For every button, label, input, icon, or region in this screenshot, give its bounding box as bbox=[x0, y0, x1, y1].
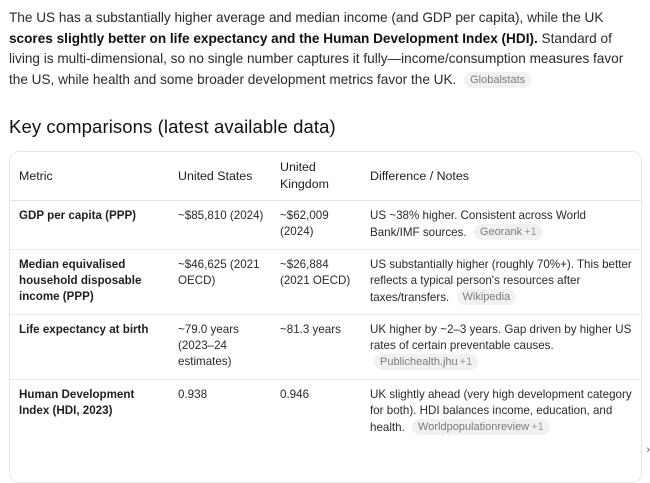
notes-text: UK slightly ahead (very high development… bbox=[370, 388, 632, 434]
source-chip-extra: +1 bbox=[531, 421, 544, 433]
us-cell: 0.938 bbox=[178, 388, 208, 401]
header-uk: United Kingdom bbox=[270, 152, 360, 201]
notes-text: US ~38% higher. Consistent across World … bbox=[370, 209, 586, 239]
uk-cell: 0.946 bbox=[280, 388, 310, 401]
source-chip-label: Publichealth.jhu bbox=[380, 356, 458, 368]
intro-rest: Standard of living is multi-dimensional,… bbox=[9, 30, 624, 87]
source-chip-extra: +1 bbox=[459, 356, 473, 368]
comparison-table-card: Metric United States United Kingdom Diff… bbox=[9, 151, 642, 483]
notes-cell: UK higher by ~2–3 years. Gap driven by h… bbox=[360, 314, 641, 380]
metric-cell: Human Development Index (HDI, 2023) bbox=[19, 388, 135, 417]
table-row: Median equivalised household disposable … bbox=[10, 249, 641, 315]
header-us: United States bbox=[168, 152, 270, 201]
table-row: Human Development Index (HDI, 2023) 0.93… bbox=[10, 380, 641, 445]
metric-cell: Life expectancy at birth bbox=[10, 314, 168, 380]
source-chip-label: Worldpopulationreview bbox=[418, 421, 530, 433]
source-chip-extra: +1 bbox=[524, 226, 537, 238]
us-cell: ~$46,625 (2021 OECD) bbox=[168, 249, 270, 315]
table-row: Life expectancy at birth ~79.0 years (20… bbox=[10, 314, 641, 380]
table-header-row: Metric United States United Kingdom Diff… bbox=[10, 152, 641, 201]
source-chip-label: Georank bbox=[479, 226, 523, 238]
answer-intro: The US has a substantially higher averag… bbox=[9, 8, 641, 90]
uk-cell: ~$26,884 (2021 OECD) bbox=[270, 249, 360, 315]
notes-text: UK higher by ~2–3 years. Gap driven by h… bbox=[370, 323, 632, 352]
intro-lead: The US has a substantially higher averag… bbox=[9, 10, 604, 25]
source-chip[interactable]: Georank +1 bbox=[473, 224, 543, 240]
metric-cell: GDP per capita (PPP) bbox=[10, 200, 168, 250]
notes-cell: US ~38% higher. Consistent across World … bbox=[360, 200, 641, 250]
notes-cell: US substantially higher (roughly 70%+). … bbox=[360, 249, 641, 315]
comparison-table: Metric United States United Kingdom Diff… bbox=[10, 152, 641, 444]
source-chip[interactable]: Publichealth.jhu +1 bbox=[374, 354, 479, 370]
source-chip-label: Wikipedia bbox=[462, 291, 511, 303]
uk-cell: ~$62,009 (2024) bbox=[270, 200, 360, 250]
us-cell: ~$85,810 (2024) bbox=[168, 200, 270, 250]
source-chip-label: Globalstats bbox=[470, 73, 526, 86]
chevron-right-icon[interactable]: › bbox=[646, 444, 650, 456]
us-cell: ~79.0 years (2023–24 estimates) bbox=[168, 314, 270, 380]
source-chip[interactable]: Wikipedia bbox=[456, 289, 517, 305]
metric-cell: Median equivalised household disposable … bbox=[10, 249, 168, 315]
source-chip[interactable]: Globalstats bbox=[464, 71, 532, 88]
intro-bold: scores slightly better on life expectanc… bbox=[9, 30, 538, 46]
uk-cell: ~81.3 years bbox=[270, 314, 360, 380]
header-metric: Metric bbox=[10, 152, 168, 201]
section-title: Key comparisons (latest available data) bbox=[9, 116, 336, 137]
table-row: GDP per capita (PPP) ~$85,810 (2024) ~$6… bbox=[10, 200, 641, 250]
notes-cell: UK slightly ahead (very high development… bbox=[360, 380, 641, 445]
source-chip[interactable]: Worldpopulationreview +1 bbox=[412, 419, 550, 435]
header-notes: Difference / Notes bbox=[360, 152, 641, 201]
notes-text: US substantially higher (roughly 70%+). … bbox=[370, 258, 632, 304]
